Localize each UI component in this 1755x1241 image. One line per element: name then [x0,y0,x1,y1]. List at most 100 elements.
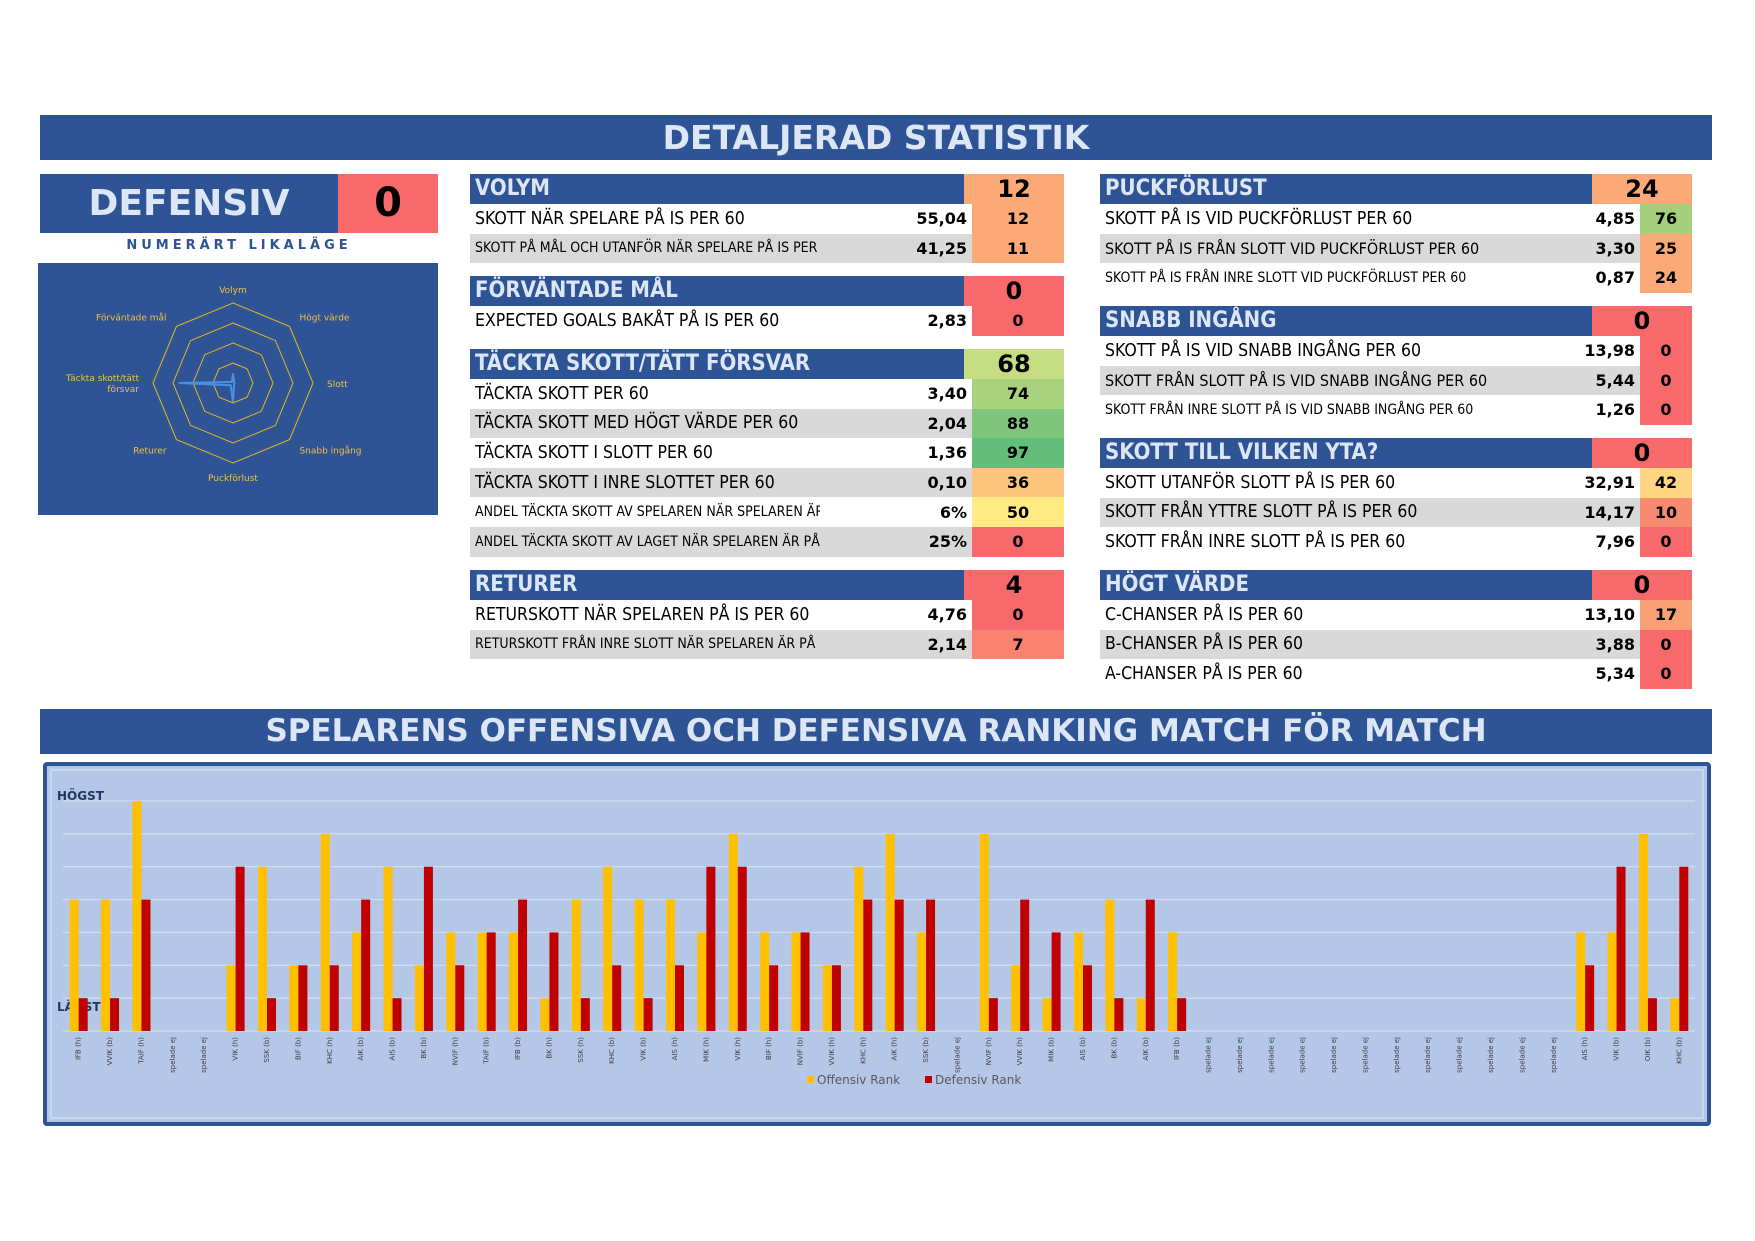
section-title: TÄCKTA SKOTT/TÄTT FÖRSVAR [470,349,964,379]
legend-swatch [807,1076,814,1083]
bar-defensiv [486,932,496,1031]
stat-row: SKOTT PÅ MÅL OCH UTANFÖR NÄR SPELARE PÅ … [470,233,1064,264]
defensive-header: DEFENSIV 0 [40,174,438,233]
x-tick-label: AIK (b) [1142,1037,1150,1061]
stat-row: SKOTT PÅ IS FRÅN SLOTT VID PUCKFÖRLUST P… [1100,233,1692,264]
section-header: SKOTT TILL VILKEN YTA? 0 [1100,438,1692,468]
x-tick-label: VVIK (h) [1016,1037,1024,1066]
section-snabb-ingang: SNABB INGÅNG 0 SKOTT PÅ IS VID SNABB INGÅN… [1100,306,1692,425]
section-puckforlust: PUCKFÖRLUST 24 SKOTT PÅ IS VID PUCKFÖRLUST… [1100,174,1692,293]
stat-label: SKOTT FRÅN INRE SLOTT PÅ IS PER 60 [1105,531,1406,552]
bar-defensiv [643,998,653,1031]
section-volym: VOLYM 12 SKOTT NÄR SPELARE PÅ IS PER 60 55,… [470,174,1064,264]
section-forvantade-mal: FÖRVÄNTADE MÅL 0 EXPECTED GOALS BAKÅT PÅ I… [470,276,1064,336]
stat-row: TÄCKTA SKOTT I SLOTT PER 60 1,36 97 [470,438,1064,468]
x-tick-label: spelade ej [953,1037,961,1073]
section-header: VOLYM 12 [470,174,1064,204]
x-tick-label: AIK (h) [891,1037,899,1061]
bar-defensiv [235,866,245,1031]
x-tick-label: spelade ej [1299,1037,1307,1073]
stat-value: 1,36 [927,443,967,463]
stat-value: 55,04 [916,209,967,229]
stat-row: TÄCKTA SKOTT MED HÖGT VÄRDE PER 60 2,04 88 [470,408,1064,439]
x-tick-label: spelade ej [1518,1037,1526,1073]
stat-label: SKOTT FRÅN SLOTT PÅ IS VID SNABB INGÅNG … [1100,365,1510,396]
section-title: PUCKFÖRLUST [1100,174,1592,204]
stat-rank: 7 [972,629,1064,660]
bar-defensiv [1177,998,1187,1031]
section-score: 24 [1592,174,1692,204]
bar-offensiv [854,866,864,1031]
stat-label: C-CHANSER PÅ IS PER 60 [1105,604,1304,625]
x-tick-label: spelade ej [1456,1037,1464,1073]
section-header: HÖGT VÄRDE 0 [1100,570,1692,600]
x-tick-label: AIK (b) [357,1037,365,1061]
x-tick-label: AIS (b) [1079,1037,1087,1061]
bar-defensiv [769,965,779,1031]
stat-value: 2,83 [927,311,967,331]
bar-offensiv [1607,932,1617,1031]
stat-value: 14,17 [1510,497,1640,528]
bar-offensiv [69,899,79,1031]
stat-row: EXPECTED GOALS BAKÅT PÅ IS PER 60 2,83 0 [470,306,1064,336]
bar-defensiv [78,998,88,1031]
bar-offensiv [760,932,770,1031]
bar-defensiv [706,866,716,1031]
stat-label: TÄCKTA SKOTT I SLOTT PER 60 [475,442,713,463]
stat-row: SKOTT PÅ IS FRÅN INRE SLOTT VID PUCKFÖRL… [1100,263,1692,293]
stat-row: C-CHANSER PÅ IS PER 60 13,10 17 [1100,600,1692,630]
bar-defensiv [141,899,151,1031]
radar-axis-label: Förväntade mål [96,313,167,324]
page-title: DETALJERAD STATISTIK [40,115,1712,160]
bar-defensiv [1020,899,1030,1031]
x-tick-label: NVIF (b) [797,1037,805,1066]
stat-rank: 0 [1640,395,1692,425]
stat-rank: 36 [972,467,1064,498]
radar-axis-label: Puckförlust [208,474,258,484]
x-tick-label: VIK (b) [640,1037,648,1061]
bar-offensiv [697,932,707,1031]
section-header: PUCKFÖRLUST 24 [1100,174,1692,204]
radar-ring [172,322,294,444]
bar-offensiv [1042,998,1052,1031]
bar-defensiv [1051,932,1061,1031]
section-score: 0 [964,276,1064,306]
stat-rank: 88 [972,408,1064,439]
bar-defensiv [455,965,465,1031]
section-header: TÄCKTA SKOTT/TÄTT FÖRSVAR 68 [470,349,1064,379]
section-score: 12 [964,174,1064,204]
bar-defensiv [988,998,998,1031]
ranking-chart-svg: HÖGSTLÄGSTIFB (h)VVIK (b)TAIF (h)spelade… [50,769,1704,1119]
x-tick-label: KHC (b) [608,1037,616,1064]
x-tick-label: KHC (h) [859,1037,867,1064]
bar-defensiv [831,965,841,1031]
bar-defensiv [1647,998,1657,1031]
section-score: 68 [964,349,1064,379]
x-tick-label: NVIF (h) [985,1037,993,1066]
radar-chart: Volym Högt värde Slott Snabb ingång Puckförl… [38,263,438,515]
radar-ring [192,342,274,424]
stat-rank: 0 [1640,365,1692,396]
x-tick-label: KHC (h) [326,1037,334,1064]
x-tick-label: IFB (h) [75,1037,83,1060]
bar-offensiv [258,866,267,1031]
bar-defensiv [800,932,810,1031]
stat-label: SKOTT FRÅN INRE SLOTT PÅ IS VID SNABB IN… [1105,401,1474,418]
bar-defensiv [1616,866,1626,1031]
situation-label: NUMERÄRT LIKALÄGE [126,238,352,253]
stat-rank: 17 [1640,600,1692,630]
section-returer: RETURER 4 RETURSKOTT NÄR SPELAREN PÅ IS PE… [470,570,1064,660]
bar-offensiv [634,899,644,1031]
stat-row: RETURSKOTT FRÅN INRE SLOTT NÄR SPELAREN … [470,629,1064,660]
section-title: FÖRVÄNTADE MÅL [470,276,964,306]
bar-defensiv [110,998,120,1031]
stat-label: SKOTT FRÅN YTTRE SLOTT PÅ IS PER 60 [1100,497,1510,528]
stat-rank: 12 [972,204,1064,234]
stat-label: SKOTT PÅ IS FRÅN INRE SLOTT VID PUCKFÖRL… [1105,269,1467,286]
section-hogt-varde: HÖGT VÄRDE 0 C-CHANSER PÅ IS PER 60 13,10 17… [1100,570,1692,689]
bar-offensiv [352,932,362,1031]
section-score: 0 [1592,438,1692,468]
bar-offensiv [885,833,895,1031]
x-tick-label: IFB (b) [1173,1037,1181,1060]
x-tick-label: VIK (h) [232,1037,240,1061]
